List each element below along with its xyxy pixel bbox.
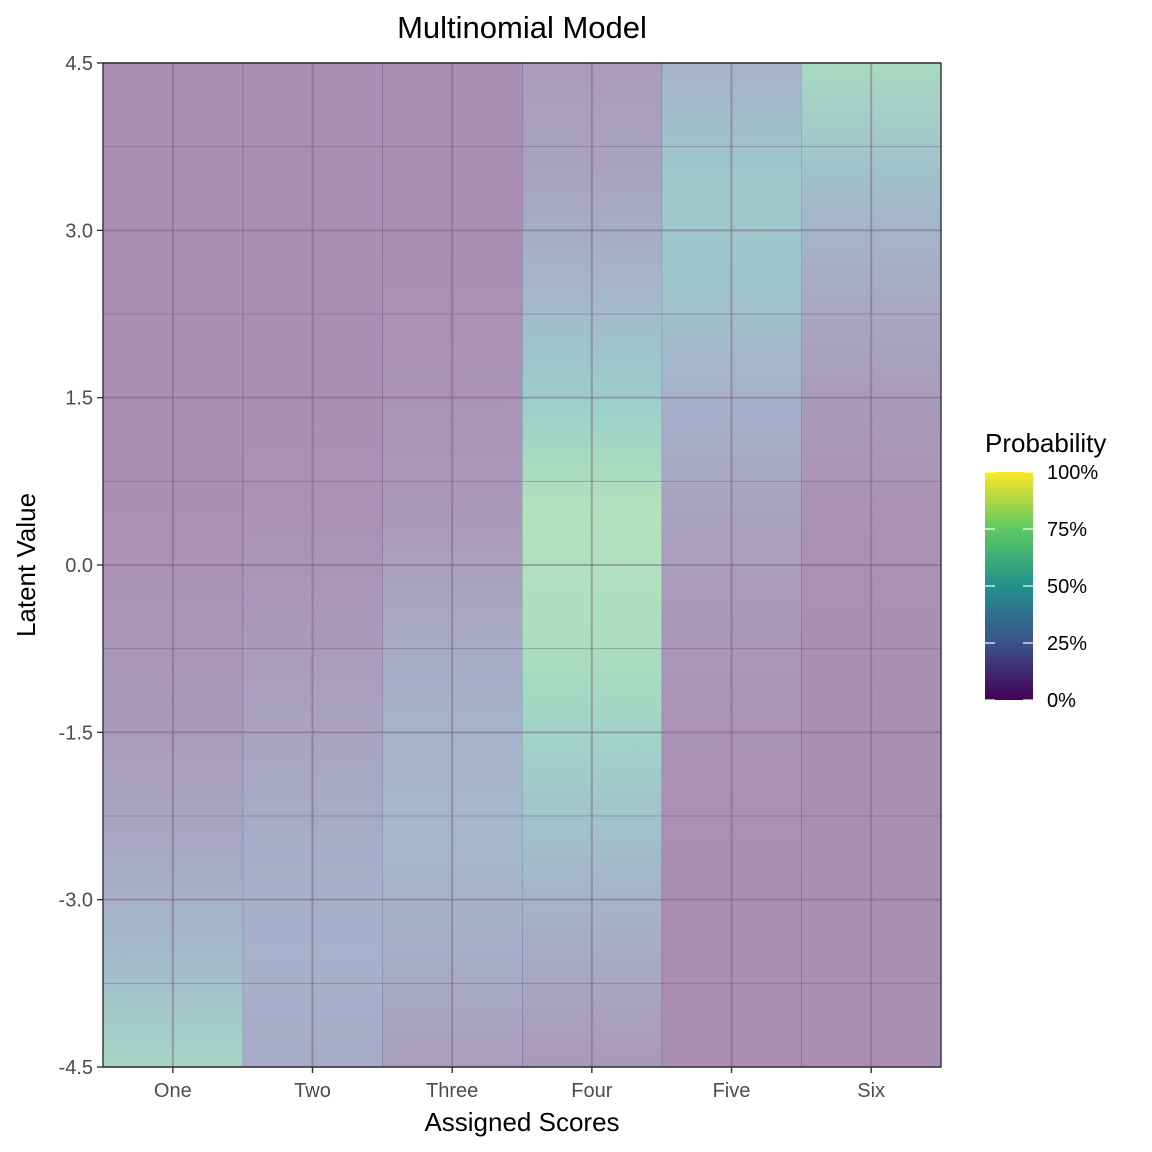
y-tick-label: 4.5 (65, 53, 93, 75)
x-tick-label: Two (294, 1080, 331, 1102)
heatmap-column-six (801, 63, 942, 1067)
y-tick-label: -1.5 (59, 722, 93, 744)
heatmap-column-two (242, 63, 383, 1067)
x-tick-label: Three (426, 1080, 478, 1102)
y-tick-label: -4.5 (59, 1057, 93, 1079)
x-axis: One Two Three Four Five Six (154, 1067, 885, 1102)
y-axis: 4.5 3.0 1.5 0.0 -1.5 -3.0 -4.5 (59, 53, 103, 1079)
color-legend: Probability 100% 75% 50% 25% 0% (985, 428, 1106, 712)
y-tick-label: -3.0 (59, 890, 93, 912)
x-tick-label: One (154, 1080, 192, 1102)
y-tick-label: 0.0 (65, 555, 93, 577)
legend-title: Probability (985, 428, 1106, 458)
y-axis-title: Latent Value (11, 493, 41, 637)
legend-ticks: 100% 75% 50% 25% 0% (985, 462, 1098, 712)
x-tick-label: Six (857, 1080, 885, 1102)
heatmap-column-one (103, 63, 244, 1067)
heatmap-tiles (103, 63, 942, 1067)
x-tick-label: Four (571, 1080, 612, 1102)
y-tick-label: 3.0 (65, 220, 93, 242)
heatmap-column-three (382, 63, 523, 1067)
x-tick-label: Five (713, 1080, 751, 1102)
legend-label: 50% (1047, 576, 1087, 598)
x-axis-title: Assigned Scores (424, 1107, 619, 1137)
chart-title: Multinomial Model (397, 10, 647, 45)
legend-label: 75% (1047, 519, 1087, 541)
heatmap-column-five (661, 63, 802, 1067)
heatmap-column-four (522, 63, 663, 1067)
legend-label: 0% (1047, 690, 1076, 712)
y-tick-label: 1.5 (65, 388, 93, 410)
legend-label: 25% (1047, 633, 1087, 655)
legend-label: 100% (1047, 462, 1098, 484)
